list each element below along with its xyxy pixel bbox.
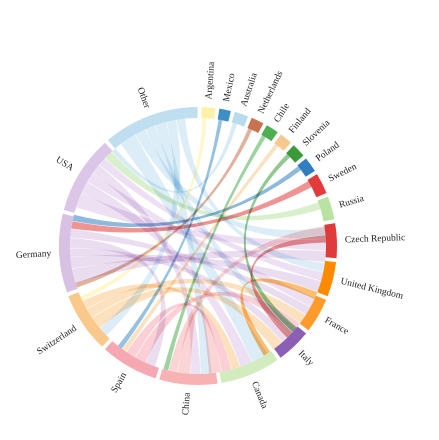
- label-russia: Russia: [338, 194, 366, 211]
- ribbon-switzerland-canada: [82, 283, 241, 370]
- label-argentina: Argentina: [204, 61, 217, 100]
- arc-poland: [297, 158, 315, 177]
- label-united-kingdom: United Kingdom: [339, 277, 404, 302]
- ribbon-germany-united-kingdom: [70, 254, 322, 292]
- ribbon-chile-china: [163, 135, 266, 371]
- label-switzerland: Switzerland: [35, 324, 78, 358]
- ribbon-other-china: [155, 122, 212, 374]
- ribbon-usa-france: [87, 173, 315, 307]
- label-czech-republic: Czech Republic: [345, 233, 406, 245]
- arc-other: [107, 107, 198, 149]
- ribbon-other-italy: [145, 125, 296, 336]
- arc-netherlands: [247, 117, 264, 134]
- label-germany: Germany: [16, 249, 52, 261]
- ribbon-spain-france: [135, 291, 300, 363]
- label-chile: Chile: [273, 102, 292, 125]
- arc-australia: [231, 111, 249, 127]
- ribbon-germany-france: [70, 228, 311, 315]
- ribbon-russia-usa: [105, 151, 321, 221]
- arcs-layer: [58, 107, 337, 385]
- ribbon-argentina-switzerland: [80, 118, 207, 301]
- arc-germany: [58, 213, 78, 293]
- label-finland: Finland: [287, 106, 313, 135]
- arc-switzerland: [68, 292, 110, 347]
- arc-chile: [261, 125, 278, 142]
- ribbon-usa-canada: [81, 182, 252, 367]
- ribbon-china-czech-republic: [168, 226, 326, 373]
- ribbon-united-kingdom-canada: [240, 278, 318, 356]
- label-poland: Poland: [314, 140, 341, 164]
- label-mexico: Mexico: [222, 72, 238, 103]
- ribbon-germany-italy: [70, 248, 289, 343]
- arc-slovenia: [286, 145, 304, 163]
- arc-argentina: [201, 107, 216, 120]
- label-slovenia: Slovenia: [301, 118, 333, 149]
- ribbon-switzerland-france: [86, 279, 306, 324]
- arc-czech-republic: [324, 223, 337, 259]
- ribbons-layer: [70, 118, 326, 374]
- ribbon-spain-canada: [126, 303, 232, 372]
- ribbon-sweden-germany: [71, 181, 312, 233]
- label-canada: Canada: [249, 380, 269, 411]
- label-usa: USA: [54, 155, 76, 174]
- ribbon-slovenia-italy: [243, 153, 297, 333]
- ribbon-czech-republic-italy: [250, 235, 326, 338]
- label-china: China: [181, 392, 193, 416]
- ribbon-usa-china: [92, 165, 201, 374]
- arc-russia: [317, 196, 335, 222]
- arc-sweden: [307, 174, 327, 198]
- arc-france: [299, 295, 327, 331]
- label-australia: Australia: [239, 71, 260, 108]
- ribbon-germany-spain: [70, 238, 166, 367]
- label-spain: Spain: [110, 371, 130, 395]
- ribbon-switzerland-italy: [92, 287, 283, 350]
- arc-spain: [104, 341, 159, 379]
- arc-china: [159, 368, 218, 385]
- label-italy: Italy: [296, 349, 315, 369]
- label-other: Other: [135, 86, 152, 111]
- ribbon-usa-united-kingdom: [99, 158, 324, 281]
- ribbon-usa-czech-republic: [76, 193, 326, 251]
- arc-mexico: [217, 108, 231, 122]
- ribbon-finland-spain: [122, 143, 279, 352]
- arc-united-kingdom: [317, 260, 337, 297]
- label-sweden: Sweden: [327, 162, 359, 185]
- arc-canada: [219, 350, 278, 384]
- arc-usa: [63, 142, 113, 213]
- label-france: France: [323, 316, 350, 338]
- arc-italy: [274, 326, 307, 358]
- arc-finland: [274, 134, 291, 151]
